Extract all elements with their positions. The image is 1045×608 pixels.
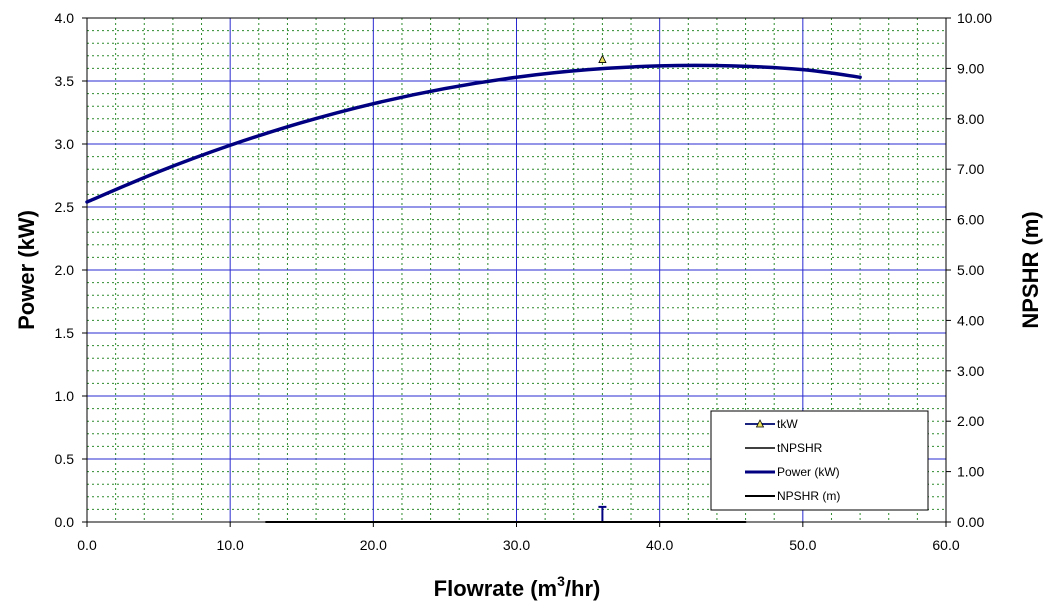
left-y-axis-title: Power (kW) bbox=[14, 210, 39, 330]
legend-marker-tkw bbox=[755, 419, 765, 428]
legend: tkW tNPSHR Power (kW) NPSHR (m) bbox=[710, 410, 929, 511]
legend-label-power-kw: Power (kW) bbox=[777, 465, 840, 479]
left-tick-label: 2.0 bbox=[55, 262, 75, 278]
series-layer bbox=[85, 54, 862, 524]
x-axis-title-main: Flowrate (m bbox=[434, 576, 557, 601]
left-axis-ticks: 0.0 0.5 1.0 1.5 2.0 2.5 3.0 3.5 4.0 bbox=[55, 10, 87, 530]
left-tick-label: 1.0 bbox=[55, 388, 75, 404]
right-tick-label: 3.00 bbox=[957, 363, 984, 379]
series-marker-tkw bbox=[598, 54, 607, 63]
right-axis-ticks: 0.00 1.00 2.00 3.00 4.00 5.00 6.00 7.00 8.00 9.00… bbox=[946, 10, 992, 530]
left-tick-label: 3.5 bbox=[55, 73, 75, 89]
right-tick-label: 1.00 bbox=[957, 464, 984, 480]
legend-label-npshr-m: NPSHR (m) bbox=[777, 489, 840, 503]
legend-label-tkw: tkW bbox=[777, 417, 798, 431]
right-tick-label: 5.00 bbox=[957, 262, 984, 278]
x-axis-title-sup: 3 bbox=[557, 573, 565, 589]
left-tick-label: 0.0 bbox=[55, 514, 75, 530]
x-tick-label: 0.0 bbox=[77, 537, 97, 553]
right-tick-label: 9.00 bbox=[957, 60, 984, 76]
left-tick-label: 0.5 bbox=[55, 451, 75, 467]
right-tick-label: 0.00 bbox=[957, 514, 984, 530]
right-y-axis-title: NPSHR (m) bbox=[1018, 211, 1043, 328]
left-tick-label: 1.5 bbox=[55, 325, 75, 341]
right-tick-label: 2.00 bbox=[957, 413, 984, 429]
left-tick-label: 2.5 bbox=[55, 199, 75, 215]
x-axis-title: Flowrate (m3/hr) bbox=[434, 573, 601, 601]
x-tick-label: 30.0 bbox=[503, 537, 530, 553]
legend-label-tnpshr: tNPSHR bbox=[777, 441, 823, 455]
right-tick-label: 7.00 bbox=[957, 161, 984, 177]
x-tick-label: 20.0 bbox=[360, 537, 387, 553]
right-tick-label: 10.00 bbox=[957, 10, 992, 26]
left-tick-label: 4.0 bbox=[55, 10, 75, 26]
right-tick-label: 8.00 bbox=[957, 111, 984, 127]
x-tick-label: 10.0 bbox=[217, 537, 244, 553]
x-axis-title-tail: /hr) bbox=[565, 576, 600, 601]
right-tick-label: 4.00 bbox=[957, 312, 984, 328]
x-tick-label: 60.0 bbox=[932, 537, 959, 553]
legend-box bbox=[710, 410, 929, 511]
left-tick-label: 3.0 bbox=[55, 136, 75, 152]
x-axis-ticks: 0.0 10.0 20.0 30.0 40.0 50.0 60.0 bbox=[77, 522, 960, 553]
series-line-power-kw bbox=[85, 63, 862, 204]
x-tick-label: 40.0 bbox=[646, 537, 673, 553]
x-tick-label: 50.0 bbox=[789, 537, 816, 553]
right-tick-label: 6.00 bbox=[957, 212, 984, 228]
